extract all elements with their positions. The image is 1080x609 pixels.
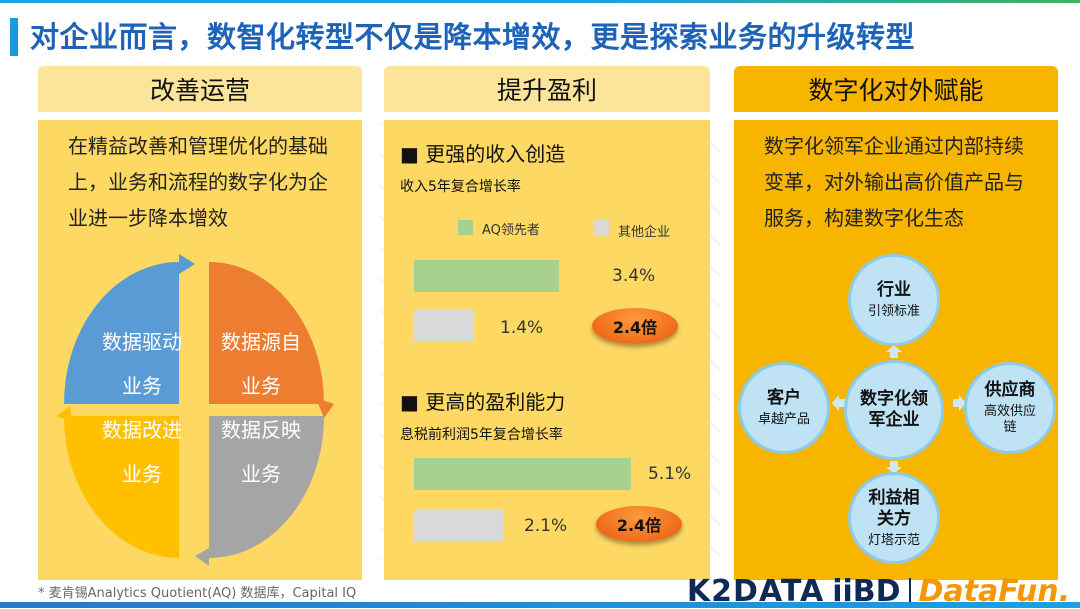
quadrant-label-tl-line1: 数据驱动	[102, 330, 182, 354]
bar-revenue-leader-value: 3.4%	[612, 266, 656, 286]
legend-label-leader: AQ领先者	[482, 223, 540, 238]
node-stakeholder: 利益相关方 灯塔示范	[848, 472, 940, 564]
section-revenue-subtitle: 收入5年复合增长率	[400, 179, 521, 195]
arrow-head-left	[56, 406, 72, 422]
bar-revenue-leader	[414, 260, 559, 292]
section-profit-title: ■ 更高的盈利能力	[400, 390, 566, 414]
bar-profit-others	[414, 510, 504, 542]
bar-profit-others-value: 2.1%	[524, 516, 568, 536]
bar-profit-leader-value: 5.1%	[648, 464, 692, 484]
node-customer-title: 客户	[767, 388, 801, 408]
bar-revenue-others-value: 1.4%	[500, 318, 544, 338]
quadrant-label-bl: 数据改进 业务	[82, 408, 202, 496]
arrow-head-top-left	[179, 254, 195, 274]
section-profit-subtitle: 息税前利润5年复合增长率	[400, 427, 563, 443]
quadrant-label-tl-line2: 业务	[122, 374, 162, 398]
panel-header-operations: 改善运营	[38, 66, 362, 112]
quadrant-data-reflect	[209, 416, 324, 558]
legend-swatch-leader	[458, 220, 473, 235]
arrow-head-bottom	[195, 548, 209, 566]
arrow-left	[832, 395, 845, 411]
arrow-up	[886, 345, 902, 358]
node-supplier-title: 供应商	[984, 380, 1036, 400]
ecosystem-arrows	[832, 345, 966, 474]
node-stakeholder-title: 利益相关方	[868, 487, 920, 529]
multiple-badge-revenue: 2.4倍	[592, 308, 678, 344]
node-customer-sub: 卓越产品	[757, 412, 810, 427]
node-customer: 客户 卓越产品	[738, 362, 830, 454]
node-industry-sub: 引领标准	[867, 304, 920, 319]
panel-operations: 在精益改善和管理优化的基础上，业务和流程的数字化为企业进一步降本增效 数据驱动 …	[38, 120, 362, 580]
quadrant-label-br-line1: 数据反映	[221, 418, 301, 442]
panel-header-profit: 提升盈利	[384, 66, 710, 112]
enablement-description: 数字化领军企业通过内部持续变革，对外输出高价值产品与服务，构建数字化生态	[764, 134, 1024, 230]
quadrant-label-tr-line2: 业务	[241, 374, 281, 398]
arrow-head-right	[316, 398, 334, 418]
logo-divider	[908, 577, 911, 606]
panel-enablement: 数字化领军企业通过内部持续变革，对外输出高价值产品与服务，构建数字化生态 行业 …	[734, 120, 1058, 580]
quadrant-label-tr: 数据源自 业务	[201, 320, 321, 408]
quadrant-cycle-diagram	[56, 254, 334, 566]
top-accent-bar	[0, 0, 1080, 3]
node-stakeholder-sub: 灯塔示范	[867, 532, 920, 548]
panel-profit: ■ 更强的收入创造 收入5年复合增长率 AQ领先者 其他企业 3.4% 1.4%…	[384, 120, 710, 580]
node-supplier: 供应商 高效供应链	[964, 362, 1056, 454]
node-industry: 行业 引领标准	[848, 254, 940, 346]
title-accent-mark	[10, 18, 18, 56]
node-supplier-sub: 高效供应链	[983, 404, 1036, 435]
arrow-right	[953, 395, 966, 411]
quadrant-data-improve	[64, 416, 179, 558]
quadrant-label-bl-line2: 业务	[122, 462, 162, 486]
legend-swatch-others	[594, 220, 609, 235]
quadrant-label-br: 数据反映 业务	[201, 408, 321, 496]
quadrant-data-driven	[64, 262, 179, 404]
bar-profit-leader	[414, 458, 631, 490]
node-center-leader: 数字化领军企业	[844, 360, 944, 460]
node-industry-title: 行业	[877, 280, 911, 300]
operations-description: 在精益改善和管理优化的基础上，业务和流程的数字化为企业进一步降本增效	[68, 134, 328, 230]
quadrant-data-source	[209, 262, 324, 404]
quadrant-label-tr-line1: 数据源自	[221, 330, 301, 354]
node-center-title: 数字化领军企业	[860, 389, 928, 430]
quadrant-label-br-line2: 业务	[241, 462, 281, 486]
multiple-badge-profit: 2.4倍	[596, 506, 682, 542]
arrow-down	[886, 461, 902, 474]
bar-revenue-others	[414, 310, 474, 342]
bottom-accent-bar	[0, 602, 1080, 608]
source-footnote: * 麦肯锡Analytics Quotient(AQ) 数据库，Capital …	[38, 586, 357, 601]
quadrant-label-tl: 数据驱动 业务	[82, 320, 202, 408]
legend-label-others: 其他企业	[618, 225, 671, 240]
slide-title: 对企业而言，数智化转型不仅是降本增效，更是探索业务的升级转型	[30, 20, 916, 54]
section-revenue-title: ■ 更强的收入创造	[400, 142, 566, 166]
quadrant-label-bl-line1: 数据改进	[102, 418, 182, 442]
panel-header-enablement: 数字化对外赋能	[734, 66, 1058, 112]
